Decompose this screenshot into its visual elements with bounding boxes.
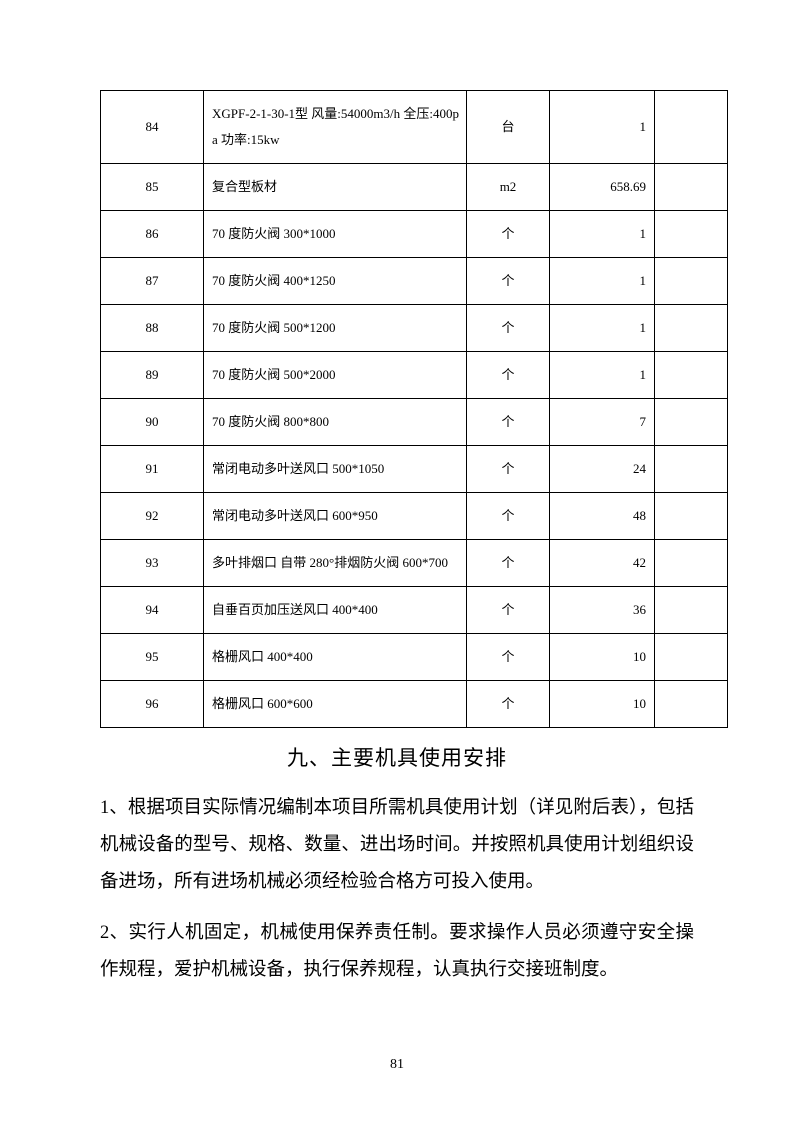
table-row: 92常闭电动多叶送风口 600*950个48 <box>101 493 728 540</box>
equipment-table: 84XGPF-2-1-30-1型 风量:54000m3/h 全压:400pa 功… <box>100 90 728 728</box>
section-heading: 九、主要机具使用安排 <box>100 742 694 772</box>
cell-qty: 1 <box>550 211 655 258</box>
cell-no: 86 <box>101 211 204 258</box>
table-row: 94自垂百页加压送风口 400*400个36 <box>101 587 728 634</box>
cell-unit: 个 <box>467 399 550 446</box>
cell-note <box>655 399 728 446</box>
cell-qty: 10 <box>550 634 655 681</box>
cell-qty: 7 <box>550 399 655 446</box>
table-row: 8870 度防火阀 500*1200个1 <box>101 305 728 352</box>
cell-note <box>655 211 728 258</box>
cell-note <box>655 493 728 540</box>
cell-unit: 个 <box>467 446 550 493</box>
page-number: 81 <box>0 1057 794 1073</box>
cell-desc: 复合型板材 <box>204 164 467 211</box>
cell-qty: 1 <box>550 91 655 164</box>
table-row: 85复合型板材m2658.69 <box>101 164 728 211</box>
cell-qty: 658.69 <box>550 164 655 211</box>
cell-no: 92 <box>101 493 204 540</box>
cell-no: 89 <box>101 352 204 399</box>
table-row: 95格栅风口 400*400个10 <box>101 634 728 681</box>
cell-no: 88 <box>101 305 204 352</box>
table-row: 8670 度防火阀 300*1000个1 <box>101 211 728 258</box>
cell-no: 85 <box>101 164 204 211</box>
cell-unit: 个 <box>467 352 550 399</box>
cell-unit: 个 <box>467 258 550 305</box>
table-row: 8770 度防火阀 400*1250个1 <box>101 258 728 305</box>
cell-qty: 36 <box>550 587 655 634</box>
cell-note <box>655 587 728 634</box>
cell-no: 90 <box>101 399 204 446</box>
cell-desc: 格栅风口 400*400 <box>204 634 467 681</box>
cell-unit: 个 <box>467 587 550 634</box>
cell-note <box>655 305 728 352</box>
cell-desc: 70 度防火阀 800*800 <box>204 399 467 446</box>
cell-note <box>655 446 728 493</box>
paragraph-2: 2、实行人机固定，机械使用保养责任制。要求操作人员必须遵守安全操作规程，爱护机械… <box>100 915 694 989</box>
cell-no: 96 <box>101 681 204 728</box>
cell-qty: 1 <box>550 305 655 352</box>
cell-unit: 个 <box>467 493 550 540</box>
cell-note <box>655 91 728 164</box>
cell-note <box>655 540 728 587</box>
cell-unit: m2 <box>467 164 550 211</box>
cell-qty: 42 <box>550 540 655 587</box>
cell-unit: 个 <box>467 305 550 352</box>
cell-no: 87 <box>101 258 204 305</box>
table-row: 93多叶排烟口 自带 280°排烟防火阀 600*700个42 <box>101 540 728 587</box>
document-page: 84XGPF-2-1-30-1型 风量:54000m3/h 全压:400pa 功… <box>0 0 794 1063</box>
cell-desc: 多叶排烟口 自带 280°排烟防火阀 600*700 <box>204 540 467 587</box>
cell-note <box>655 681 728 728</box>
cell-unit: 个 <box>467 540 550 587</box>
cell-desc: XGPF-2-1-30-1型 风量:54000m3/h 全压:400pa 功率:… <box>204 91 467 164</box>
cell-desc: 自垂百页加压送风口 400*400 <box>204 587 467 634</box>
cell-no: 91 <box>101 446 204 493</box>
cell-no: 95 <box>101 634 204 681</box>
cell-unit: 台 <box>467 91 550 164</box>
cell-desc: 常闭电动多叶送风口 600*950 <box>204 493 467 540</box>
cell-qty: 1 <box>550 352 655 399</box>
cell-desc: 格栅风口 600*600 <box>204 681 467 728</box>
cell-desc: 70 度防火阀 300*1000 <box>204 211 467 258</box>
cell-no: 94 <box>101 587 204 634</box>
cell-desc: 常闭电动多叶送风口 500*1050 <box>204 446 467 493</box>
cell-unit: 个 <box>467 634 550 681</box>
cell-unit: 个 <box>467 681 550 728</box>
cell-desc: 70 度防火阀 500*2000 <box>204 352 467 399</box>
table-row: 96格栅风口 600*600个10 <box>101 681 728 728</box>
cell-note <box>655 164 728 211</box>
cell-qty: 48 <box>550 493 655 540</box>
cell-qty: 10 <box>550 681 655 728</box>
paragraph-1: 1、根据项目实际情况编制本项目所需机具使用计划（详见附后表），包括机械设备的型号… <box>100 790 694 901</box>
cell-desc: 70 度防火阀 500*1200 <box>204 305 467 352</box>
cell-unit: 个 <box>467 211 550 258</box>
cell-note <box>655 634 728 681</box>
cell-qty: 1 <box>550 258 655 305</box>
table-row: 8970 度防火阀 500*2000个1 <box>101 352 728 399</box>
table-row: 91常闭电动多叶送风口 500*1050个24 <box>101 446 728 493</box>
cell-note <box>655 258 728 305</box>
cell-desc: 70 度防火阀 400*1250 <box>204 258 467 305</box>
cell-no: 93 <box>101 540 204 587</box>
cell-qty: 24 <box>550 446 655 493</box>
table-row: 84XGPF-2-1-30-1型 风量:54000m3/h 全压:400pa 功… <box>101 91 728 164</box>
cell-note <box>655 352 728 399</box>
table-row: 9070 度防火阀 800*800个7 <box>101 399 728 446</box>
cell-no: 84 <box>101 91 204 164</box>
